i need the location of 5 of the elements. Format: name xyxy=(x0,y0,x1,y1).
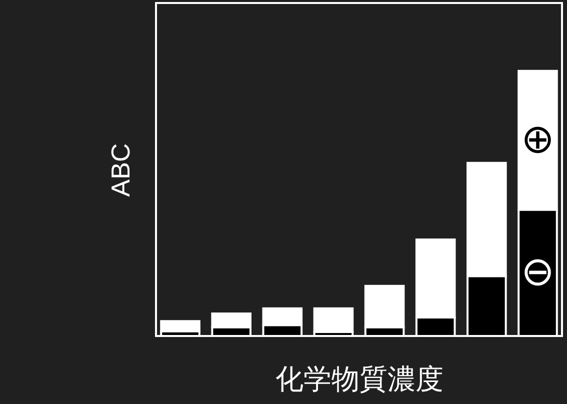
y-axis-title: ABC xyxy=(106,143,136,197)
annotation: ⊖ xyxy=(520,248,554,295)
annotation: ⊕ xyxy=(520,116,554,162)
bar xyxy=(313,307,354,334)
x-axis-title: 化学物質濃度 xyxy=(276,364,444,394)
